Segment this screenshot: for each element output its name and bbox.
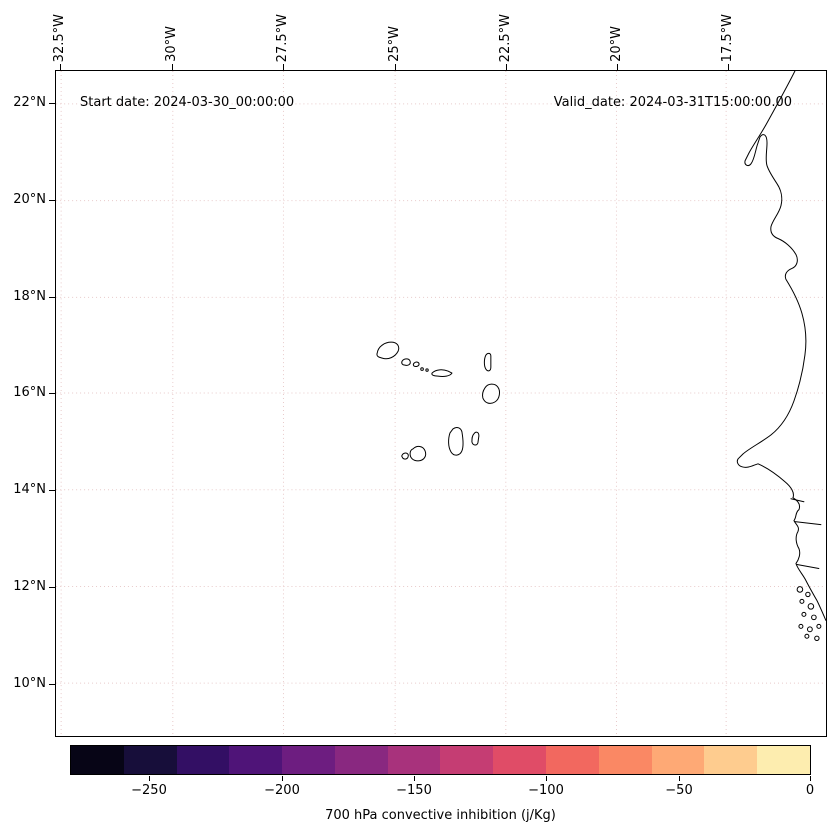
colorbar-segment <box>598 746 652 774</box>
colorbar-segment <box>176 746 230 774</box>
y-tick-mark <box>49 297 55 298</box>
colorbar-segment <box>546 746 599 774</box>
colorbar-tick-label: −50 <box>665 783 693 798</box>
y-tick-mark <box>49 200 55 201</box>
colorbar <box>70 745 811 775</box>
x-tick-mark <box>395 64 396 70</box>
bijagos-islands <box>796 586 822 641</box>
x-tick-label: 32.5°W <box>52 13 67 62</box>
islet-branco <box>420 367 424 371</box>
colorbar-segment <box>334 746 388 774</box>
colorbar-segment <box>229 746 283 774</box>
colorbar-tick-label: −250 <box>131 783 167 798</box>
colorbar-segment <box>123 746 177 774</box>
x-tick-mark <box>283 64 284 70</box>
y-tick-label: 20°N <box>13 192 46 207</box>
y-tick-label: 12°N <box>13 579 46 594</box>
colorbar-tick-mark <box>282 776 283 781</box>
cape-verde-islands <box>376 341 501 462</box>
colorbar-tick-mark <box>810 776 811 781</box>
gambia-river <box>794 521 822 526</box>
x-tick-label: 30°W <box>164 26 179 62</box>
island-santo-antao <box>376 341 400 360</box>
start-date-annotation: Start date: 2024-03-30_00:00:00 <box>80 95 295 110</box>
colorbar-segment <box>282 746 335 774</box>
gridlines <box>56 71 826 736</box>
island-sao-vicente <box>401 358 411 366</box>
y-tick-label: 18°N <box>13 289 46 304</box>
colorbar-segment <box>757 746 810 774</box>
colorbar-segment <box>651 746 705 774</box>
colorbar-tick-mark <box>546 776 547 781</box>
colorbar-segment <box>440 746 494 774</box>
island-santiago <box>448 427 464 456</box>
valid-date-annotation: Valid_date: 2024-03-31T15:00:00.00 <box>553 95 792 110</box>
y-tick-label: 16°N <box>13 385 46 400</box>
x-tick-label: 27.5°W <box>275 13 290 62</box>
island-maio <box>471 431 480 446</box>
x-tick-mark <box>617 64 618 70</box>
island-boa-vista <box>481 383 501 404</box>
colorbar-tick-label: −100 <box>528 783 564 798</box>
colorbar-segment <box>704 746 758 774</box>
island-brava <box>401 452 409 460</box>
x-tick-mark <box>728 64 729 70</box>
island-sao-nicolau <box>431 369 453 377</box>
x-tick-mark <box>60 64 61 70</box>
y-tick-label: 14°N <box>13 482 46 497</box>
colorbar-segment <box>387 746 441 774</box>
colorbar-tick-label: 0 <box>805 783 815 798</box>
x-axis: 32.5°W 30°W 27.5°W 25°W 22.5°W 20°W 17.5… <box>0 0 837 70</box>
island-fogo <box>409 445 427 462</box>
y-tick-mark <box>49 490 55 491</box>
x-tick-label: 22.5°W <box>498 13 513 62</box>
y-tick-mark <box>49 684 55 685</box>
colorbar-segment <box>71 746 124 774</box>
map-plot <box>55 70 827 737</box>
y-tick-label: 22°N <box>13 95 46 110</box>
saloum-delta <box>790 498 805 503</box>
y-tick-mark <box>49 393 55 394</box>
y-tick-mark <box>49 103 55 104</box>
y-tick-label: 10°N <box>13 676 46 691</box>
x-tick-label: 20°W <box>609 26 624 62</box>
colorbar-tick-mark <box>414 776 415 781</box>
x-tick-label: 25°W <box>387 26 402 62</box>
colorbar-tick-label: −200 <box>264 783 300 798</box>
casamance-river <box>796 564 820 570</box>
colorbar-tick-mark <box>679 776 680 781</box>
x-tick-mark <box>172 64 173 70</box>
west-africa-coastline <box>736 71 826 621</box>
colorbar-title: 700 hPa convective inhibition (j/Kg) <box>325 808 556 823</box>
island-sal <box>483 352 492 372</box>
map-canvas <box>56 71 826 736</box>
islet-raso <box>425 368 429 372</box>
x-tick-mark <box>506 64 507 70</box>
y-tick-mark <box>49 587 55 588</box>
colorbar-segment <box>493 746 547 774</box>
x-tick-label: 17.5°W <box>720 13 735 62</box>
colorbar-tick-label: −150 <box>396 783 432 798</box>
colorbar-tick-mark <box>149 776 150 781</box>
island-santa-luzia <box>412 361 420 367</box>
west-africa-coast <box>736 71 826 621</box>
